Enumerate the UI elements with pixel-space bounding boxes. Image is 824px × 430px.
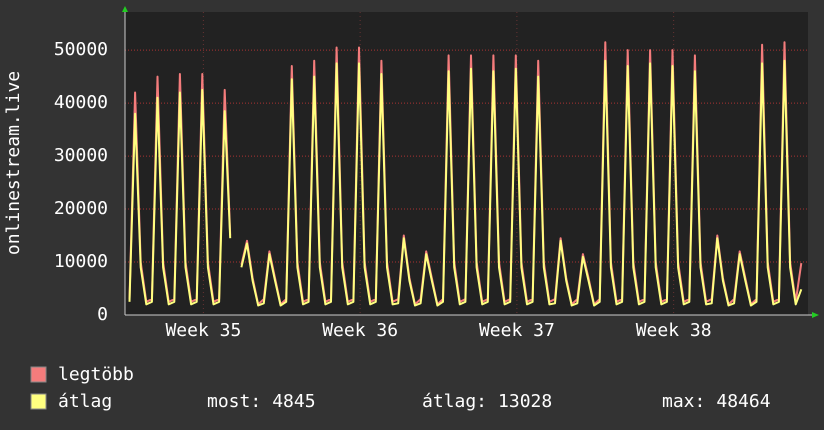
stat-value: 13028 xyxy=(498,391,552,412)
axis-arrow xyxy=(122,6,128,12)
legend-label: legtöbb xyxy=(58,364,134,385)
y-axis-label: onlinestream.live xyxy=(3,71,24,255)
y-tick-label: 50000 xyxy=(54,39,108,60)
x-tick-label: Week 35 xyxy=(165,320,241,341)
series-line xyxy=(128,59,803,307)
y-tick-label: 40000 xyxy=(54,92,108,113)
stat-value: 4845 xyxy=(272,391,315,412)
y-tick-label: 20000 xyxy=(54,198,108,219)
y-tick-label: 30000 xyxy=(54,145,108,166)
x-tick-label: Week 36 xyxy=(322,320,398,341)
stat-value: 48464 xyxy=(716,391,770,412)
y-tick-label: 0 xyxy=(97,304,108,325)
legend-swatch xyxy=(30,366,47,383)
stat-label: max: xyxy=(662,391,705,412)
x-tick-label: Week 38 xyxy=(636,320,712,341)
legend-label: átlag xyxy=(58,391,112,412)
x-tick-label: Week 37 xyxy=(479,320,555,341)
axis-arrow xyxy=(812,312,819,318)
plot xyxy=(125,12,808,316)
stat-label: átlag: xyxy=(422,391,487,412)
y-tick-label: 10000 xyxy=(54,251,108,272)
legend-swatch xyxy=(30,393,47,410)
stat-label: most: xyxy=(207,391,261,412)
